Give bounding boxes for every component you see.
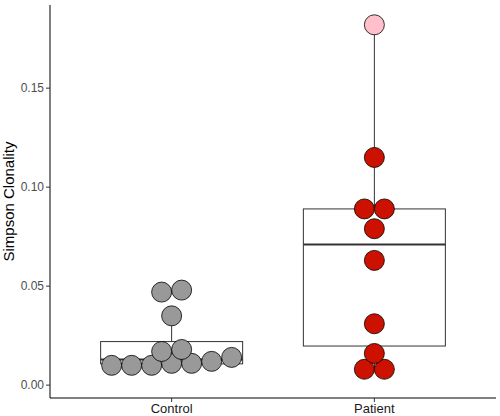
y-tick <box>46 187 50 188</box>
y-axis-label: Simpson Clonality <box>0 141 17 262</box>
y-tick-label: 0.10 <box>21 180 45 194</box>
median-line <box>303 244 445 246</box>
data-point <box>172 280 192 300</box>
data-point <box>102 355 122 375</box>
x-tick-label: Patient <box>354 401 395 416</box>
background <box>0 0 500 416</box>
chart-svg: 0.00 0.05 0.10 0.15 Control Patient Simpson Cl… <box>0 0 500 416</box>
box <box>303 209 445 346</box>
x-tick-label: Control <box>151 401 193 416</box>
y-tick-label: 0.00 <box>21 378 45 392</box>
y-axis-line <box>50 5 51 398</box>
data-point <box>374 199 394 219</box>
data-point <box>152 341 172 361</box>
y-tick <box>46 286 50 287</box>
y-tick-label: 0.05 <box>21 279 45 293</box>
data-point <box>364 147 384 167</box>
plot-area <box>101 15 446 379</box>
data-point <box>152 282 172 302</box>
data-point <box>222 347 242 367</box>
data-point <box>364 15 384 35</box>
data-point <box>354 199 374 219</box>
y-tick-label: 0.15 <box>21 81 45 95</box>
upper-whisker <box>374 25 375 209</box>
y-tick <box>46 385 50 386</box>
data-point <box>202 351 222 371</box>
data-point <box>162 306 182 326</box>
chart-container: 0.00 0.05 0.10 0.15 Control Patient Simpson Cl… <box>0 0 500 416</box>
data-point <box>172 339 192 359</box>
x-axis-line <box>50 398 496 399</box>
data-point <box>364 314 384 334</box>
data-point <box>122 355 142 375</box>
data-point <box>364 219 384 239</box>
data-point <box>364 343 384 363</box>
data-point <box>364 250 384 270</box>
y-tick <box>46 88 50 89</box>
